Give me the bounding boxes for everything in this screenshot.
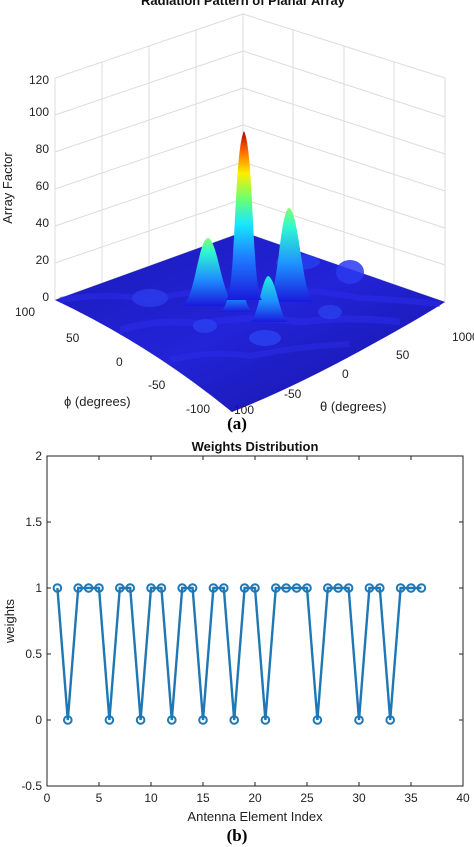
surface-z-label: Array Factor	[0, 152, 15, 224]
weights-axis-ticks: 0 5 10 15 20 25 30 35 40-0.500.511.52	[21, 449, 470, 805]
weight-point	[239, 583, 250, 593]
x-tick-label: 0	[44, 791, 51, 805]
x-tick-label: 30	[352, 791, 366, 805]
y-tick-label: 2	[35, 449, 42, 463]
weights-x-label: Antenna Element Index	[187, 809, 323, 824]
phi-tick: -50	[148, 378, 166, 392]
z-tick: 60	[36, 179, 50, 193]
x-tick-label: 40	[456, 791, 470, 805]
weight-point	[115, 583, 125, 593]
surface-theta-label: θ (degrees)	[320, 399, 386, 414]
y-tick-label: 0.5	[25, 647, 42, 661]
caption-a: (a)	[227, 414, 247, 433]
weight-point	[406, 583, 416, 593]
z-tick: 100	[29, 105, 49, 119]
x-tick-label: 15	[196, 791, 210, 805]
y-tick-label: 1	[35, 581, 42, 595]
weight-point	[52, 583, 63, 593]
weights-plot: Weights Distribution 0 5 10 15 20 25 30 35 40-0.…	[2, 439, 470, 824]
x-tick-label: 20	[248, 791, 262, 805]
weight-point	[177, 583, 187, 593]
weights-y-label: weights	[2, 598, 17, 644]
y-tick-label: 0	[35, 713, 42, 727]
weight-point	[385, 715, 396, 725]
weights-line	[56, 586, 422, 721]
phi-tick: -100	[186, 402, 210, 416]
weight-point	[219, 583, 229, 593]
y-tick-label: 1.5	[25, 515, 42, 529]
weight-point	[187, 583, 198, 593]
phi-tick: 50	[66, 331, 80, 345]
weight-point	[323, 583, 333, 593]
weight-point	[208, 583, 219, 593]
theta-tick: 1000	[452, 330, 474, 344]
weight-point	[156, 583, 167, 593]
weights-plot-title: Weights Distribution	[192, 439, 319, 454]
surface-plot-title: Radiation Pattern of Planar Array	[141, 0, 346, 8]
surface-z-ticks: 0 20 40 60 80 100 120	[29, 73, 49, 304]
weight-point	[375, 583, 385, 593]
z-tick: 20	[36, 253, 50, 267]
surface-phi-ticks: 100 50 0 -50 -100	[15, 305, 210, 416]
x-tick-label: 10	[144, 791, 158, 805]
weight-point	[63, 715, 73, 725]
weight-point	[395, 583, 406, 593]
x-tick-label: 25	[300, 791, 314, 805]
weights-series-line	[56, 586, 422, 721]
weight-point	[167, 715, 177, 725]
weight-point	[73, 583, 83, 593]
weights-plot-area	[46, 455, 464, 787]
z-tick: 120	[29, 73, 49, 87]
weights-markers	[52, 583, 427, 725]
theta-tick: -50	[284, 387, 302, 401]
weight-point	[291, 583, 302, 593]
caption-b: (b)	[227, 826, 248, 845]
weight-point	[250, 583, 260, 593]
weight-point	[271, 583, 281, 593]
weight-point	[343, 583, 354, 593]
z-tick: 0	[42, 290, 49, 304]
weight-point	[135, 715, 146, 725]
x-tick-label: 5	[96, 791, 103, 805]
weight-point	[354, 715, 364, 725]
theta-tick: 0	[342, 367, 349, 381]
weight-point	[260, 715, 271, 725]
weight-point	[281, 583, 292, 593]
weight-point	[229, 715, 239, 725]
phi-tick: 0	[116, 355, 123, 369]
theta-tick: 50	[396, 348, 410, 362]
weight-point	[333, 583, 344, 593]
weight-point	[125, 583, 135, 593]
surface-phi-label: ϕ (degrees)	[64, 394, 131, 409]
phi-tick: 100	[15, 305, 35, 319]
weight-point	[312, 715, 323, 725]
x-tick-label: 35	[404, 791, 418, 805]
weight-point	[198, 715, 208, 725]
weight-point	[83, 583, 94, 593]
weight-point	[302, 583, 312, 593]
weight-point	[94, 583, 104, 593]
surface-plot-grid	[54, 13, 446, 303]
weight-point	[104, 715, 115, 725]
weight-point	[416, 583, 427, 593]
z-tick: 80	[36, 142, 50, 156]
theta-tick: -100	[230, 403, 254, 417]
surface-plot: Radiation Pattern of Planar Array	[0, 0, 474, 417]
surface-mesh	[55, 131, 445, 412]
z-tick: 40	[36, 216, 50, 230]
weight-point	[364, 583, 375, 593]
surface-theta-ticks: -100 -50 0 50 1000	[230, 330, 474, 417]
weight-point	[146, 583, 156, 593]
y-tick-label: -0.5	[21, 779, 42, 793]
